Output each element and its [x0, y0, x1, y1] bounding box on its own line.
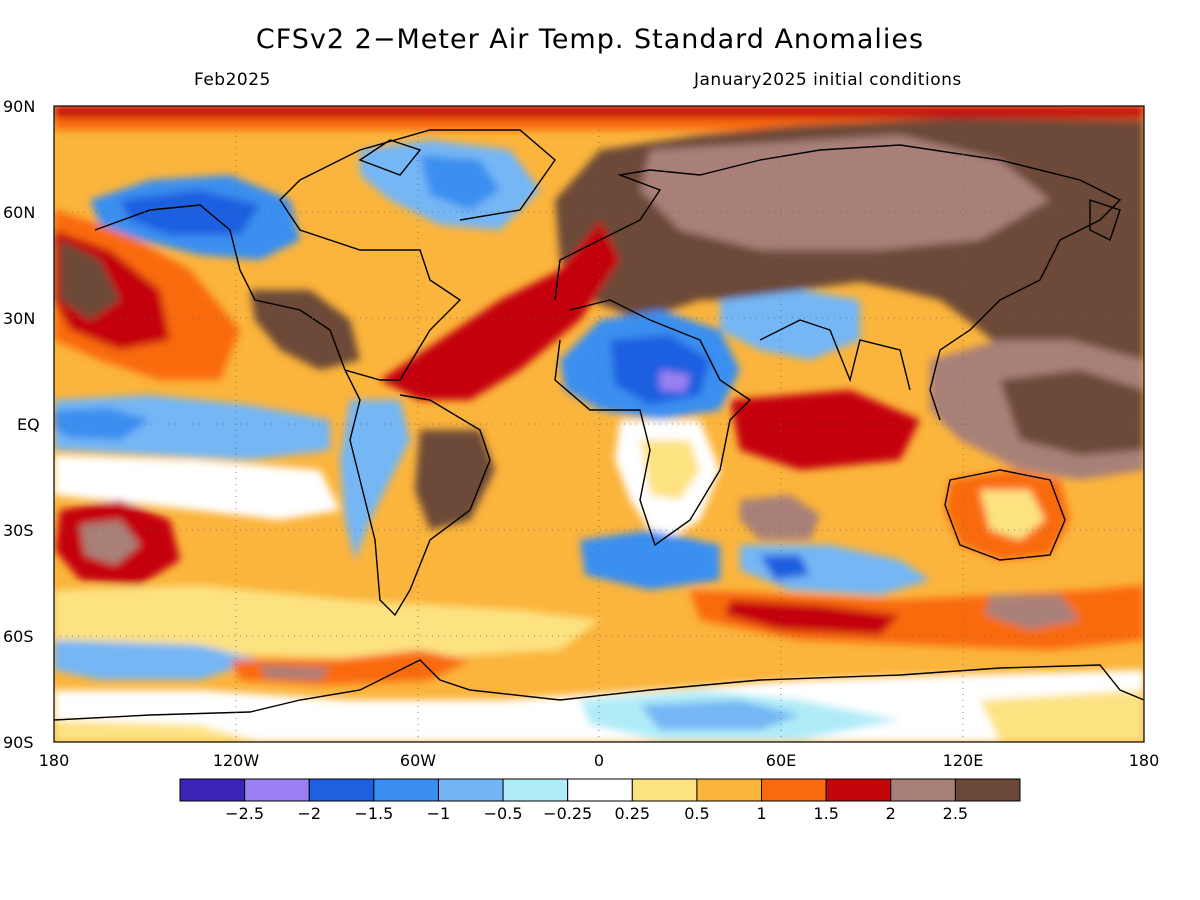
colorbar-tick-label: −0.5 [484, 804, 523, 823]
lat-label: 60N [3, 203, 35, 222]
init-conditions-label: January2025 initial conditions [694, 70, 962, 90]
lat-label: 90N [3, 97, 35, 116]
lat-label: 90S [3, 733, 34, 752]
colorbar-swatch [373, 778, 439, 802]
lon-label: 60W [400, 751, 436, 770]
colorbar-swatch [696, 778, 763, 802]
colorbar-tick-label: 1.5 [813, 804, 838, 823]
lon-label: 0 [594, 751, 604, 770]
lat-label: 30S [3, 521, 34, 540]
map-frame [53, 105, 1145, 743]
map-title: CFSv2 2−Meter Air Temp. Standard Anomali… [255, 24, 925, 55]
colorbar-tick-label: −1 [427, 804, 451, 823]
colorbar-tick-label: −1.5 [354, 804, 393, 823]
lat-label: 60S [3, 627, 34, 646]
lon-label: 180 [1129, 751, 1160, 770]
colorbar-swatch [567, 778, 633, 802]
colorbar-tick-label: 1 [756, 804, 766, 823]
colorbar-tick-label: −2 [297, 804, 321, 823]
colorbar-swatch [890, 778, 956, 802]
latitude-axis: 90N 60N 30N EQ 30S 60S 90S [3, 97, 40, 752]
colorbar-tick-label: −0.25 [543, 804, 592, 823]
colorbar-swatch [308, 778, 375, 802]
colorbar-swatch [179, 778, 246, 802]
colorbar-swatch [761, 778, 827, 802]
lat-label: 30N [3, 309, 35, 328]
colorbar-swatch [244, 778, 310, 802]
colorbar-swatch [954, 778, 1021, 802]
lon-label: 120E [943, 751, 984, 770]
lon-label: 180 [39, 751, 70, 770]
colorbar-tick-label: 2.5 [943, 804, 968, 823]
colorbar-tick-label: 0.5 [684, 804, 709, 823]
colorbar-swatch [502, 778, 569, 802]
coastlines [54, 129, 1144, 721]
colorbar-swatch [437, 778, 504, 802]
lon-label: 120W [213, 751, 260, 770]
map-field [54, 106, 1144, 742]
lon-label: 60E [766, 751, 796, 770]
colorbar-swatch [631, 778, 698, 802]
colorbar: −2.5 −2 −1.5 −1 −0.5 −0.25 0.25 0.5 1 1.5 2 2.5 [179, 778, 1021, 823]
longitude-axis: 180 120W 60W 0 60E 120E 180 [39, 751, 1160, 770]
colorbar-swatch [825, 778, 892, 802]
valid-month-label: Feb2025 [194, 70, 271, 90]
colorbar-tick-label: −2.5 [225, 804, 264, 823]
colorbar-tick-label: 0.25 [614, 804, 650, 823]
graticule [54, 106, 1144, 742]
colorbar-tick-label: 2 [886, 804, 896, 823]
lat-label: EQ [17, 415, 40, 434]
